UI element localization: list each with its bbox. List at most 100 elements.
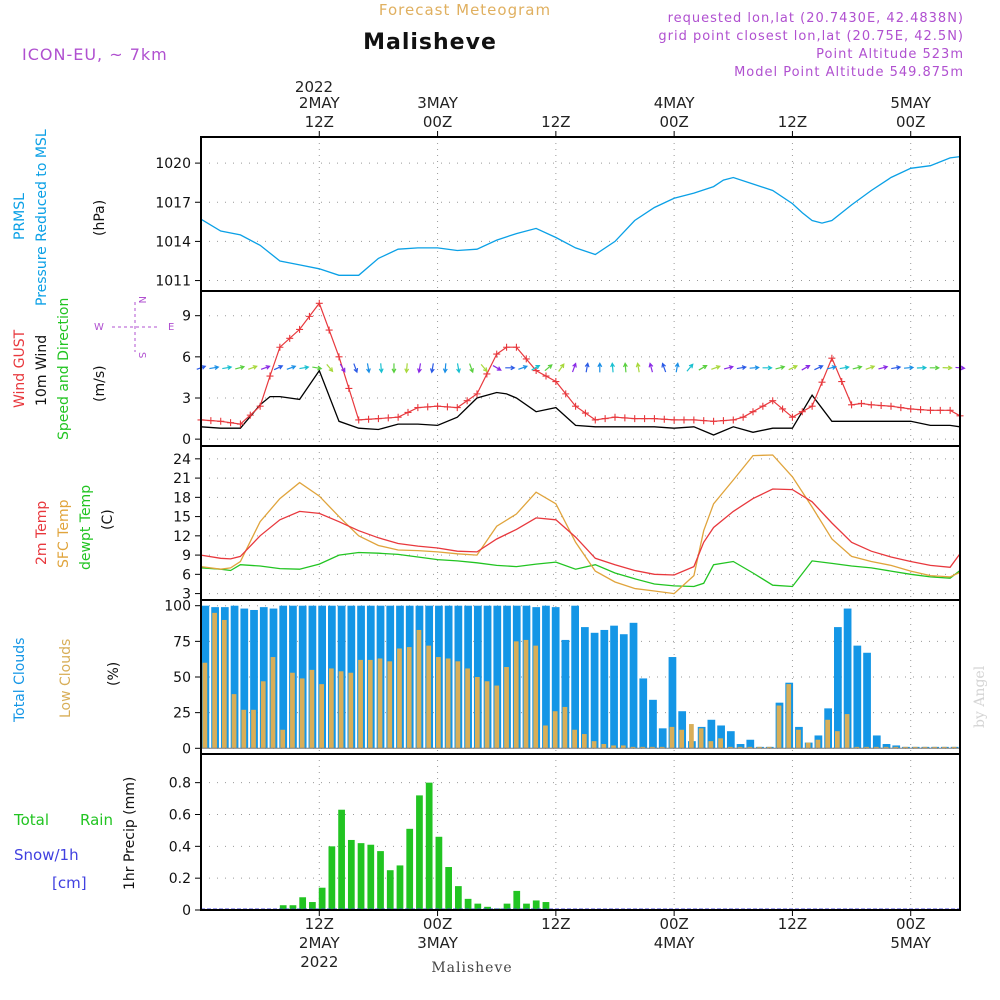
low-cloud-bar bbox=[231, 694, 237, 749]
rain-bar bbox=[367, 844, 375, 910]
wind-arrow bbox=[762, 365, 773, 371]
rain-bar bbox=[406, 828, 414, 910]
rain-bar bbox=[309, 902, 316, 910]
total-cloud-bar bbox=[843, 608, 852, 749]
gust-marker bbox=[946, 406, 954, 414]
gust-marker bbox=[857, 399, 865, 407]
sfctemp-label: SFC Temp bbox=[56, 499, 72, 568]
gust-marker bbox=[828, 354, 836, 362]
panels: 1011 1014 1017 1020 0 3 6 9 3 6 9 12 15 18 21 24 0 25 50 75… bbox=[155, 136, 966, 919]
footer-location: Malisheve bbox=[431, 960, 512, 976]
prmsl-line bbox=[200, 155, 961, 276]
gust-marker bbox=[788, 413, 796, 421]
low-cloud-bar bbox=[280, 729, 286, 749]
gust-marker bbox=[414, 404, 422, 412]
wind-arrow bbox=[571, 362, 577, 373]
rain-bar bbox=[279, 905, 287, 910]
gust-marker bbox=[286, 334, 294, 342]
temp-panel: 3 6 9 12 15 18 21 24 bbox=[173, 445, 961, 603]
wind-arrow bbox=[661, 362, 667, 373]
snow-unit: [cm] bbox=[52, 874, 87, 892]
wind-arrow bbox=[456, 363, 461, 374]
gust-marker bbox=[591, 416, 599, 424]
gust-marker bbox=[315, 299, 323, 307]
wind-arrow bbox=[929, 365, 941, 371]
total-cloud-bar bbox=[581, 627, 589, 749]
low-cloud-bar bbox=[679, 729, 685, 749]
gust-marker bbox=[443, 403, 451, 411]
gust-marker bbox=[276, 343, 284, 351]
gust-marker bbox=[434, 402, 442, 410]
gust-marker bbox=[739, 413, 747, 421]
wind-arrow bbox=[209, 365, 220, 370]
low-cloud-bar bbox=[202, 662, 208, 749]
top-time-label: 12Z bbox=[778, 113, 807, 131]
bottom-time-label: 2022 bbox=[300, 953, 338, 971]
y-tick-label: 9 bbox=[182, 548, 191, 564]
wind-arrow bbox=[353, 363, 359, 374]
wind-arrow bbox=[865, 365, 876, 370]
gust-marker bbox=[404, 408, 412, 416]
total-cloud-bar bbox=[230, 605, 239, 749]
gust-marker bbox=[581, 409, 589, 417]
wind10m-label: 10m Wind bbox=[34, 335, 50, 406]
low-cloud-bar bbox=[455, 661, 461, 749]
total-cloud-bar bbox=[707, 719, 716, 749]
gust-marker bbox=[493, 350, 501, 358]
wind-arrow bbox=[635, 362, 641, 373]
low-cloud-bar bbox=[426, 645, 432, 749]
y-tick-label: 24 bbox=[173, 452, 191, 468]
wind-arrow bbox=[775, 365, 786, 370]
wind-arrow bbox=[723, 365, 734, 370]
top-time-label: 2MAY bbox=[299, 94, 341, 112]
total-cloud-bar bbox=[619, 634, 628, 749]
sfc-temp-line bbox=[200, 454, 961, 595]
low-cloud-bar bbox=[251, 709, 256, 749]
total-cloud-bar bbox=[872, 735, 881, 749]
bottom-time-label: 12Z bbox=[778, 915, 807, 933]
gust-marker bbox=[394, 413, 402, 421]
y-tick-label: 100 bbox=[164, 599, 191, 615]
wind-dir-label: Speed and Direction bbox=[56, 298, 72, 440]
total-cloud-bar bbox=[658, 728, 667, 749]
rain-bar bbox=[445, 867, 452, 910]
low-cloud-bar bbox=[932, 746, 938, 749]
panel-frame bbox=[200, 753, 961, 911]
rain-bar bbox=[532, 900, 540, 910]
wind-arrow bbox=[904, 365, 915, 371]
y-tick-label: 6 bbox=[182, 350, 191, 366]
low-cloud-bar bbox=[825, 719, 830, 749]
low-cloud-bar bbox=[922, 746, 928, 749]
gust-marker bbox=[463, 397, 471, 405]
low-cloud-bar bbox=[416, 629, 422, 749]
low-cloud-bar bbox=[757, 746, 762, 749]
gust-marker bbox=[887, 402, 895, 410]
low-cloud-bar bbox=[543, 725, 548, 749]
wind-arrow bbox=[469, 363, 474, 374]
gust-marker bbox=[355, 416, 363, 424]
point-altitude: Point Altitude 523m bbox=[816, 47, 964, 62]
gust-marker bbox=[512, 343, 520, 351]
wind-arrow bbox=[222, 365, 233, 370]
wind-arrow bbox=[622, 362, 628, 373]
low-cloud-bar bbox=[718, 738, 723, 749]
gust-marker bbox=[680, 416, 688, 424]
wind-arrow bbox=[518, 365, 529, 370]
gust-marker bbox=[305, 312, 313, 320]
wind-unit: (m/s) bbox=[92, 365, 108, 402]
total-cloud-bar bbox=[542, 605, 550, 749]
gust-marker bbox=[759, 402, 767, 410]
y-tick-label: 0 bbox=[182, 903, 191, 919]
gust-marker bbox=[611, 413, 619, 421]
wind-arrow bbox=[429, 363, 435, 374]
pressure-unit: (hPa) bbox=[92, 200, 108, 236]
low-cloud-bar bbox=[367, 659, 373, 749]
low-cloud-bar bbox=[504, 667, 509, 749]
snow-label: Snow/1h bbox=[14, 846, 79, 864]
bottom-time-label: 00Z bbox=[896, 915, 925, 933]
y-tick-label: 0.2 bbox=[169, 871, 191, 887]
top-time-label: 00Z bbox=[659, 113, 688, 131]
temp2m-label: 2m Temp bbox=[34, 501, 50, 565]
total-cloud-bar bbox=[629, 622, 638, 749]
